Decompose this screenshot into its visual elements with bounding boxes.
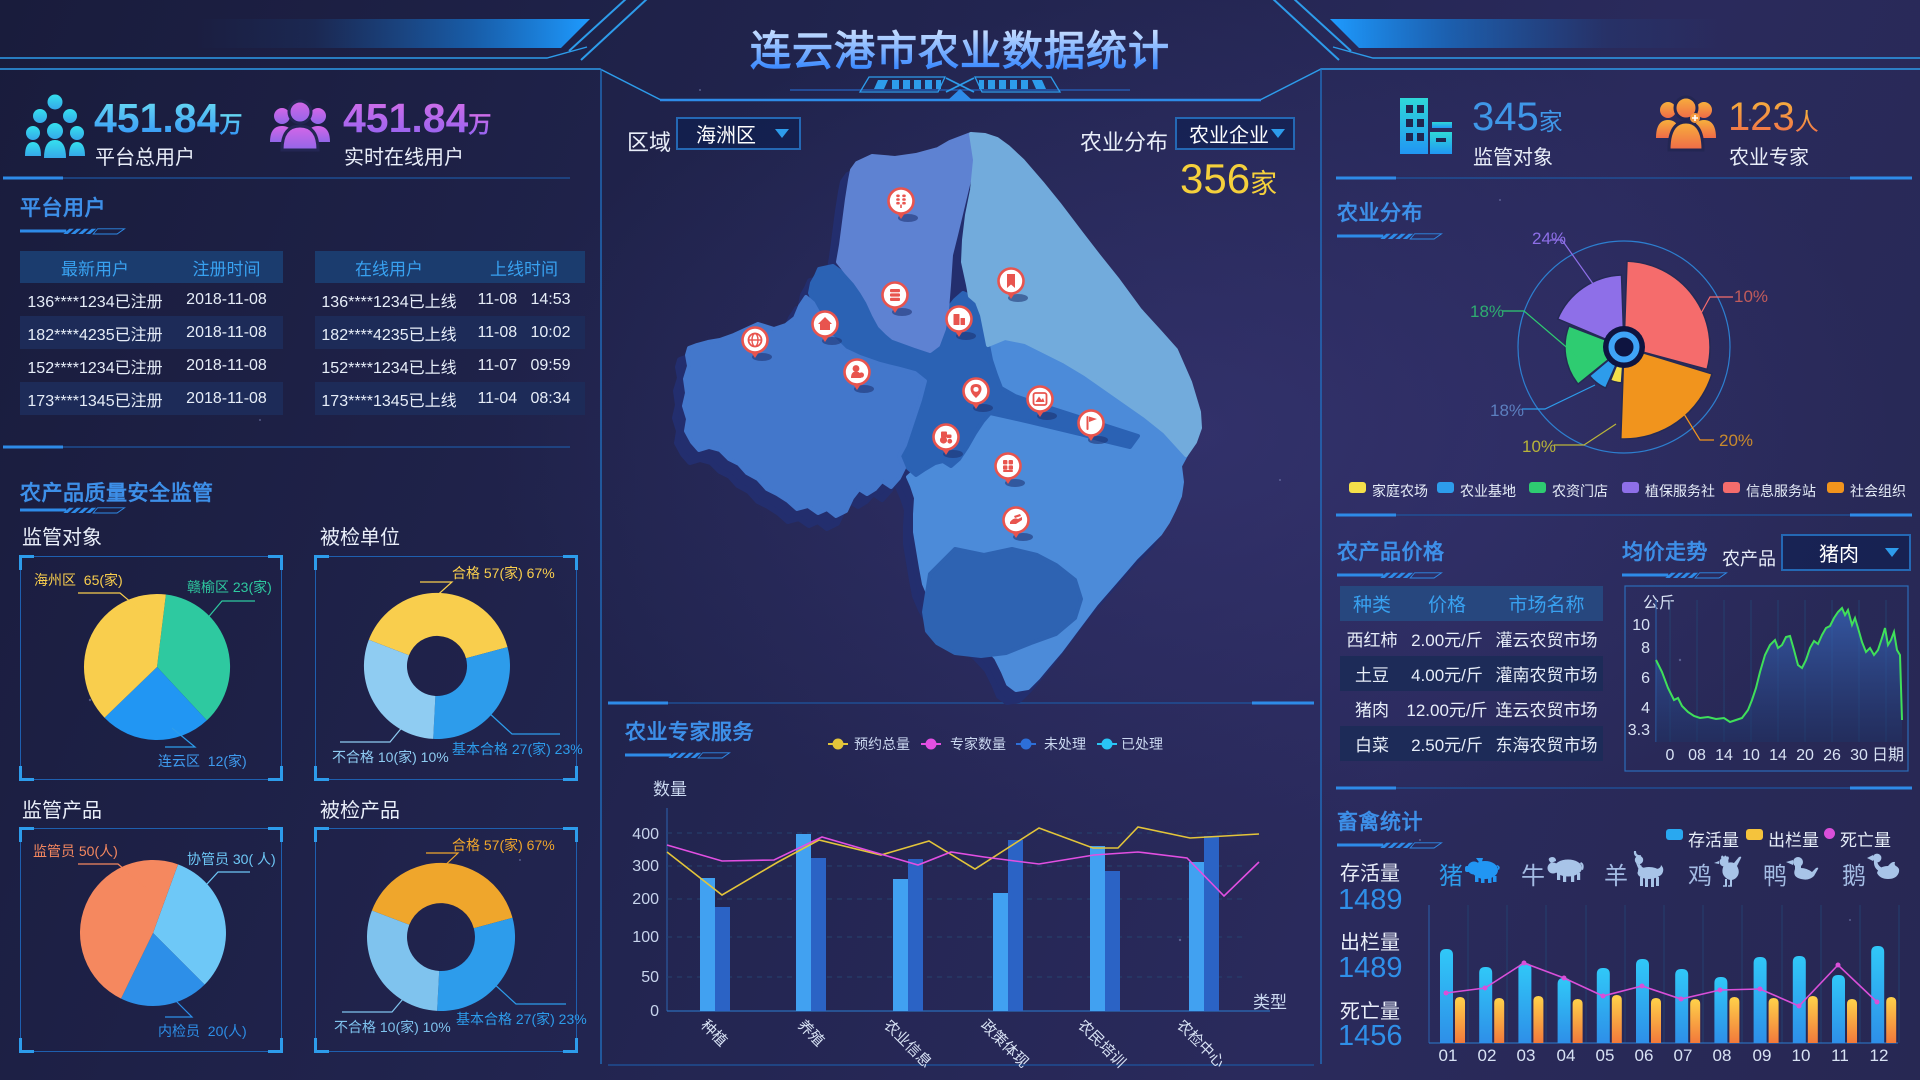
svg-text:0: 0 [1666,747,1675,764]
svg-text:14: 14 [1769,747,1787,764]
svg-text:农民培训: 农民培训 [1074,1017,1128,1071]
svg-text:14: 14 [1715,747,1733,764]
svg-text:6: 6 [1641,670,1650,687]
svg-text:公斤: 公斤 [1643,594,1675,612]
svg-text:200: 200 [632,891,659,908]
svg-text:300: 300 [632,858,659,875]
svg-text:已处理: 已处理 [1121,736,1163,752]
svg-text:26: 26 [1823,747,1841,764]
svg-text:03: 03 [1517,1046,1536,1065]
svg-text:3.3: 3.3 [1628,722,1650,739]
svg-text:100: 100 [632,929,659,946]
svg-text:400: 400 [632,826,659,843]
svg-text:01: 01 [1439,1046,1458,1065]
svg-text:50: 50 [641,969,659,986]
svg-text:08: 08 [1688,747,1706,764]
svg-text:10: 10 [1632,617,1650,634]
svg-text:数量: 数量 [653,780,687,799]
svg-text:8: 8 [1641,640,1650,657]
svg-text:种植: 种植 [697,1017,730,1050]
svg-text:农业信息: 农业信息 [880,1017,934,1071]
svg-text:08: 08 [1713,1046,1732,1065]
svg-text:05: 05 [1596,1046,1615,1065]
svg-text:10: 10 [1792,1046,1811,1065]
svg-text:政策体现: 政策体现 [977,1017,1031,1071]
svg-text:04: 04 [1557,1046,1576,1065]
svg-text:类型: 类型 [1253,993,1287,1012]
svg-text:10: 10 [1742,747,1760,764]
svg-text:12: 12 [1870,1046,1889,1065]
svg-text:养殖: 养殖 [794,1017,827,1050]
svg-text:06: 06 [1635,1046,1654,1065]
svg-text:07: 07 [1674,1046,1693,1065]
svg-text:30: 30 [1850,747,1868,764]
svg-text:20: 20 [1796,747,1814,764]
svg-text:预约总量: 预约总量 [854,736,910,752]
svg-text:11: 11 [1831,1046,1849,1065]
svg-text:专家数量: 专家数量 [950,736,1006,752]
svg-text:农检中心: 农检中心 [1173,1017,1227,1071]
svg-text:0: 0 [650,1003,659,1020]
svg-text:4: 4 [1641,700,1650,717]
svg-text:09: 09 [1753,1046,1772,1065]
svg-text:未处理: 未处理 [1044,736,1086,752]
svg-text:02: 02 [1478,1046,1497,1065]
svg-text:日期: 日期 [1872,746,1904,764]
